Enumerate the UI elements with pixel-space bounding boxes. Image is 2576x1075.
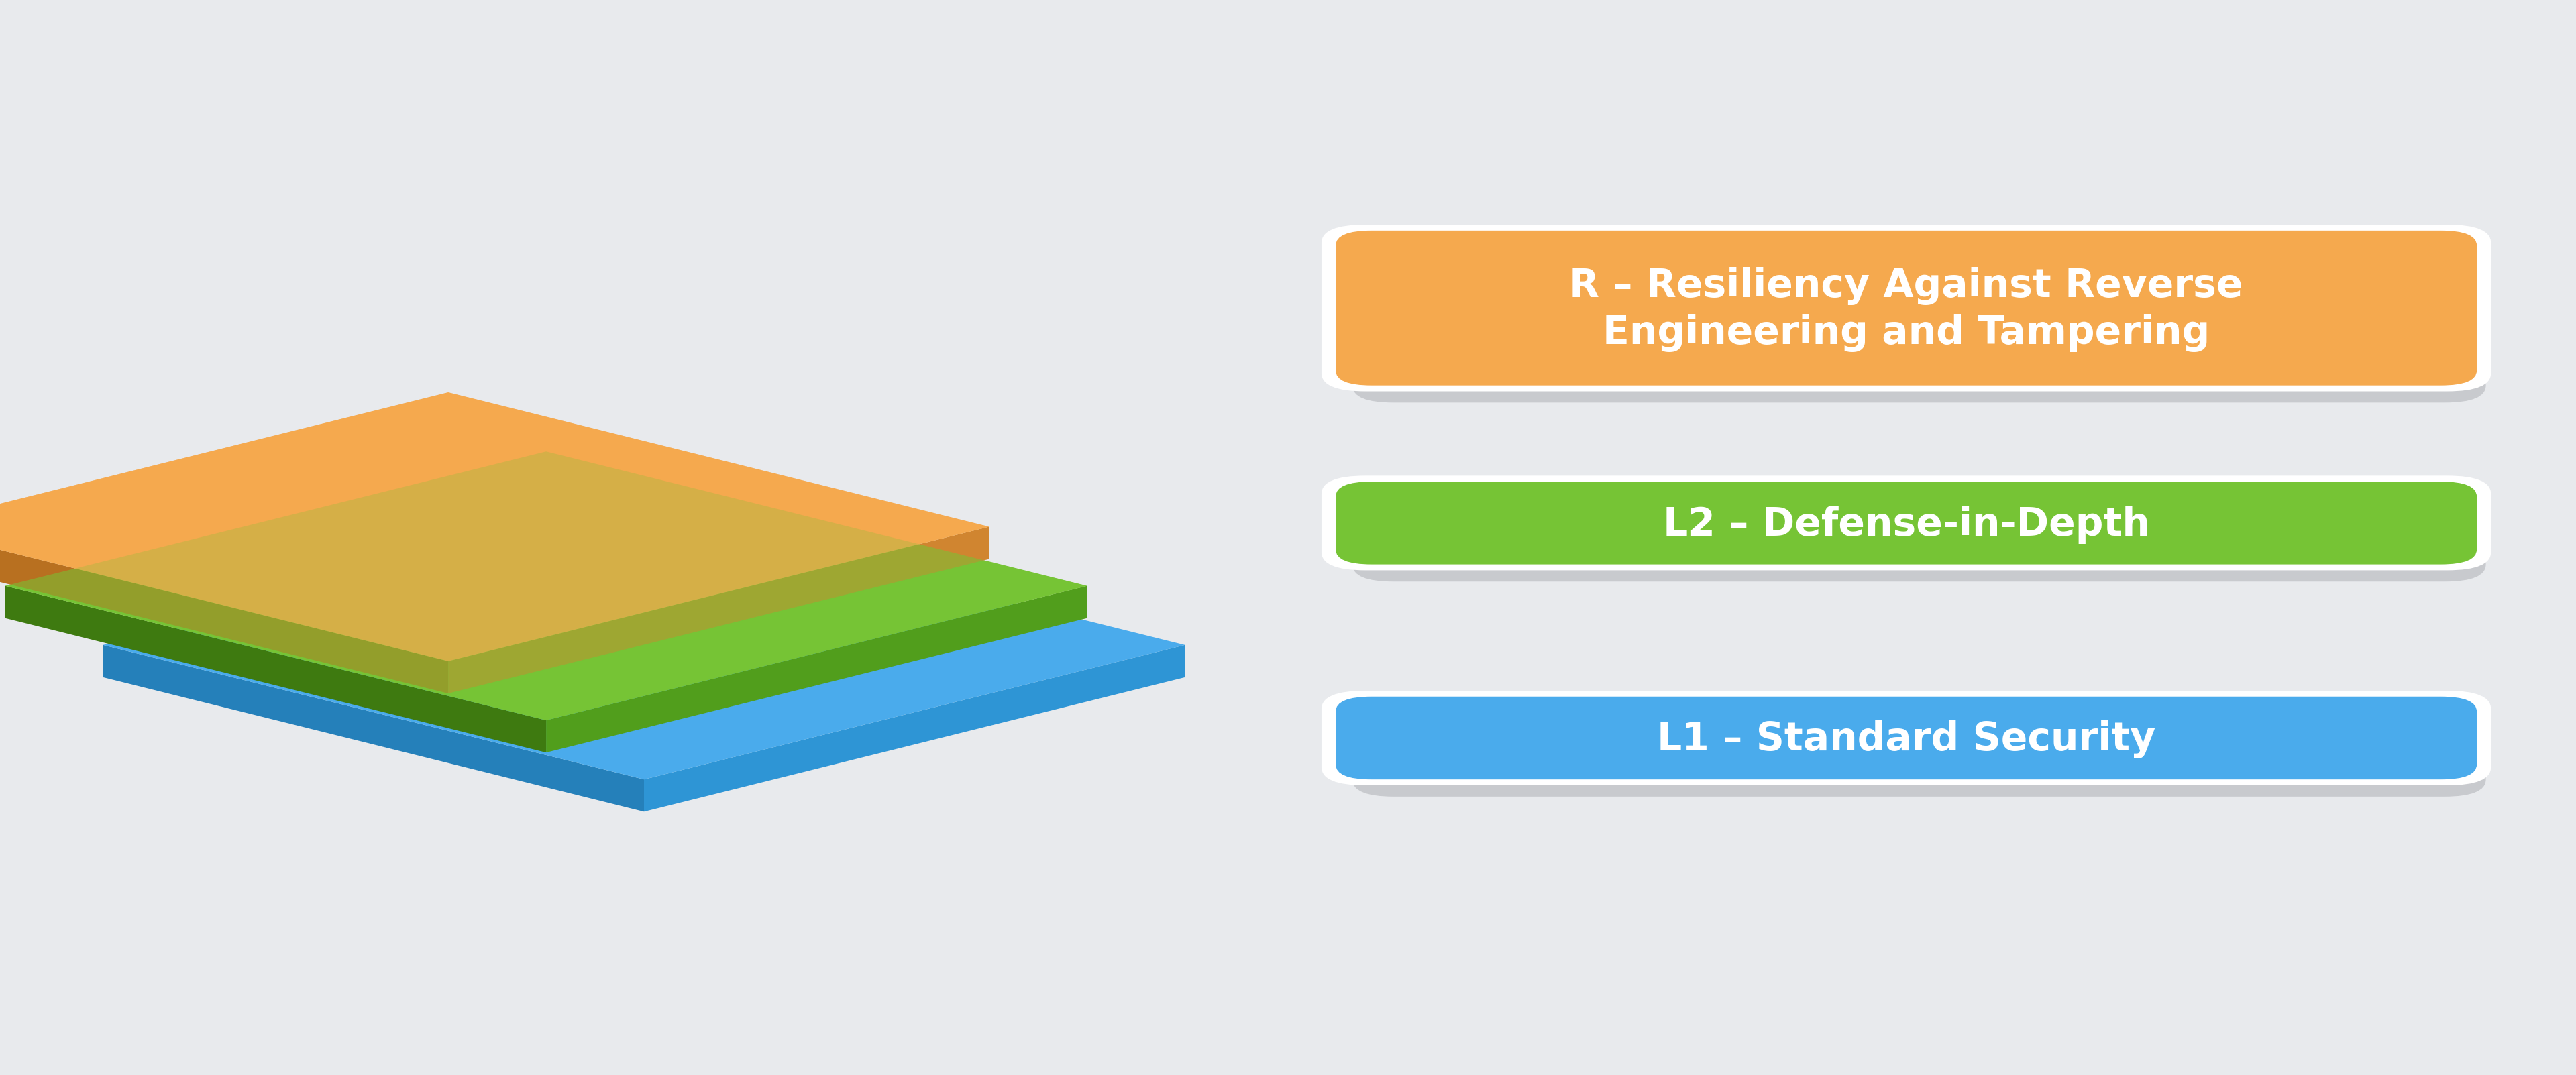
FancyBboxPatch shape xyxy=(1352,487,2486,582)
Text: L2 – Defense-in-Depth: L2 – Defense-in-Depth xyxy=(1662,505,2151,544)
Polygon shape xyxy=(5,452,1087,720)
FancyBboxPatch shape xyxy=(1321,225,2491,391)
Polygon shape xyxy=(103,645,644,812)
FancyBboxPatch shape xyxy=(1352,237,2486,403)
FancyBboxPatch shape xyxy=(1334,482,2476,564)
Polygon shape xyxy=(5,452,1087,720)
Polygon shape xyxy=(644,645,1185,812)
Text: R – Resiliency Against Reverse
Engineering and Tampering: R – Resiliency Against Reverse Engineeri… xyxy=(1569,267,2244,353)
FancyBboxPatch shape xyxy=(1321,476,2491,571)
Polygon shape xyxy=(0,392,989,661)
FancyBboxPatch shape xyxy=(1334,231,2476,386)
Polygon shape xyxy=(0,392,989,661)
FancyBboxPatch shape xyxy=(1321,691,2491,785)
Polygon shape xyxy=(448,527,989,693)
FancyBboxPatch shape xyxy=(1334,697,2476,779)
Polygon shape xyxy=(103,511,1185,779)
Text: L1 – Standard Security: L1 – Standard Security xyxy=(1656,720,2156,759)
FancyBboxPatch shape xyxy=(1352,702,2486,797)
Polygon shape xyxy=(5,586,546,752)
Polygon shape xyxy=(546,586,1087,752)
Polygon shape xyxy=(0,527,448,693)
